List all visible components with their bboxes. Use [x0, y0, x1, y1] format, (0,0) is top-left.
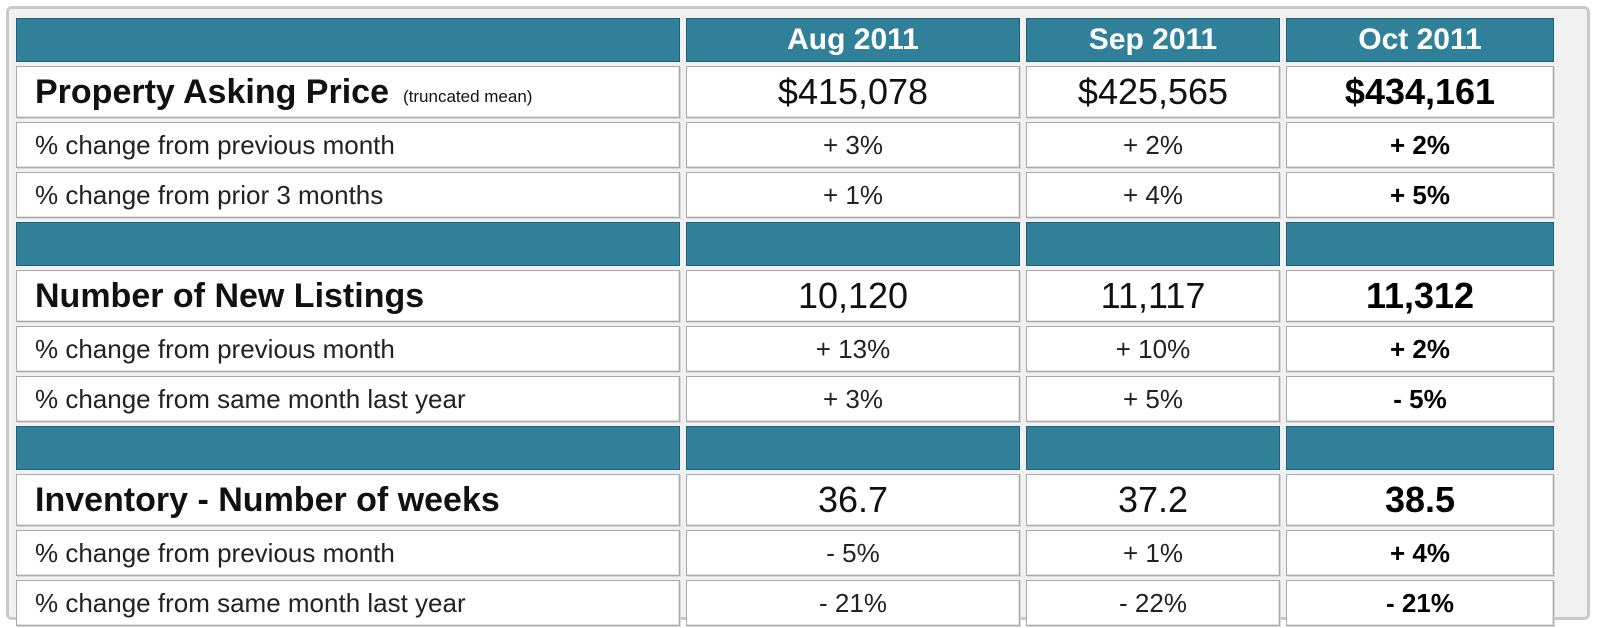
row-label: % change from previous month [16, 122, 680, 168]
table-cell: + 1% [1026, 530, 1280, 576]
asking-price-aug: $415,078 [686, 66, 1020, 118]
section-divider [686, 426, 1020, 470]
new-listings-aug: 10,120 [686, 270, 1020, 322]
table-cell: + 2% [1286, 326, 1554, 372]
new-listings-sep: 11,117 [1026, 270, 1280, 322]
stats-table: Aug 2011 Sep 2011 Oct 2011 Property Aski… [16, 18, 1582, 626]
row-label: % change from previous month [16, 530, 680, 576]
section-divider [16, 222, 680, 266]
metric-label-new-listings: Number of New Listings [16, 270, 680, 322]
metric-title: Property Asking Price [35, 72, 389, 111]
row-label: % change from same month last year [16, 580, 680, 626]
table-cell: + 10% [1026, 326, 1280, 372]
table-cell: - 22% [1026, 580, 1280, 626]
table-cell: + 5% [1026, 376, 1280, 422]
table-cell: - 21% [1286, 580, 1554, 626]
header-blank-cell [16, 18, 680, 62]
section-divider [16, 426, 680, 470]
metric-title: Inventory - Number of weeks [35, 480, 500, 519]
column-header-oct-2011: Oct 2011 [1286, 18, 1554, 62]
table-cell: - 5% [1286, 376, 1554, 422]
table-cell: + 5% [1286, 172, 1554, 218]
row-label: % change from previous month [16, 326, 680, 372]
section-divider [1286, 426, 1554, 470]
metric-label-asking-price: Property Asking Price (truncated mean) [16, 66, 680, 118]
row-label: % change from same month last year [16, 376, 680, 422]
row-label: % change from prior 3 months [16, 172, 680, 218]
table-cell: + 4% [1026, 172, 1280, 218]
metric-note: (truncated mean) [402, 87, 533, 106]
inventory-sep: 37.2 [1026, 474, 1280, 526]
section-divider [1026, 426, 1280, 470]
metric-title: Number of New Listings [35, 276, 425, 315]
table-cell: + 3% [686, 376, 1020, 422]
asking-price-sep: $425,565 [1026, 66, 1280, 118]
inventory-aug: 36.7 [686, 474, 1020, 526]
metric-label-inventory: Inventory - Number of weeks [16, 474, 680, 526]
column-header-aug-2011: Aug 2011 [686, 18, 1020, 62]
section-divider [686, 222, 1020, 266]
asking-price-oct: $434,161 [1286, 66, 1554, 118]
table-cell: + 13% [686, 326, 1020, 372]
column-header-sep-2011: Sep 2011 [1026, 18, 1280, 62]
table-cell: + 3% [686, 122, 1020, 168]
section-divider [1026, 222, 1280, 266]
table-cell: + 2% [1026, 122, 1280, 168]
table-cell: + 1% [686, 172, 1020, 218]
table-cell: - 21% [686, 580, 1020, 626]
table-cell: - 5% [686, 530, 1020, 576]
section-divider [1286, 222, 1554, 266]
new-listings-oct: 11,312 [1286, 270, 1554, 322]
table-cell: + 4% [1286, 530, 1554, 576]
table-cell: + 2% [1286, 122, 1554, 168]
inventory-oct: 38.5 [1286, 474, 1554, 526]
